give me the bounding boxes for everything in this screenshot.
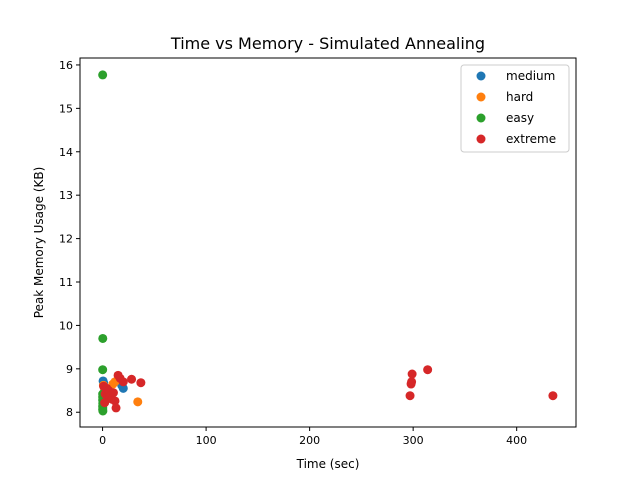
legend-box [460, 64, 570, 153]
data-point-easy [98, 70, 108, 80]
data-point-easy [98, 406, 108, 416]
data-point-extreme [405, 391, 415, 401]
y-tick-label: 15 [59, 102, 73, 115]
y-axis-label: Peak Memory Usage (KB) [32, 167, 46, 319]
y-tick-label: 9 [66, 363, 73, 376]
data-point-extreme [100, 398, 110, 408]
legend-label-hard: hard [506, 90, 533, 104]
points-layer [98, 70, 558, 416]
data-point-extreme [111, 403, 121, 413]
legend-label-easy: easy [506, 111, 534, 125]
x-tick-label: 0 [99, 434, 106, 447]
legend-label-extreme: extreme [506, 132, 556, 146]
x-tick-label: 200 [299, 434, 320, 447]
y-tick-label: 11 [59, 276, 73, 289]
legend-marker-medium [476, 71, 486, 81]
data-point-extreme [108, 388, 118, 398]
legend-label-medium: medium [506, 69, 555, 83]
legend-marker-hard [476, 92, 486, 102]
y-tick-label: 13 [59, 189, 73, 202]
data-point-medium [118, 383, 128, 393]
data-point-extreme [127, 374, 137, 384]
legend-marker-extreme [476, 134, 486, 144]
x-tick-label: 100 [196, 434, 217, 447]
x-tick-label: 300 [403, 434, 424, 447]
plot-frame [79, 57, 577, 428]
x-tick-label: 400 [506, 434, 527, 447]
data-point-extreme [118, 377, 128, 387]
data-point-extreme [407, 377, 417, 387]
y-tick-label: 14 [59, 146, 73, 159]
data-point-extreme [110, 396, 120, 406]
x-axis-label: Time (sec) [296, 457, 360, 471]
data-point-extreme [548, 391, 558, 401]
y-tick-label: 8 [66, 406, 73, 419]
chart-title: Time vs Memory - Simulated Annealing [170, 34, 485, 53]
y-tick-label: 16 [59, 59, 73, 72]
data-point-easy [98, 365, 108, 375]
data-point-extreme [407, 369, 417, 379]
ticks-layer: 0 100 200 300 400 8 9 10 11 12 13 14 15 16 [59, 59, 527, 447]
legend-marker-easy [476, 113, 486, 123]
data-point-extreme [423, 365, 433, 375]
data-point-extreme [136, 378, 146, 388]
legend: medium hard easy extreme [460, 64, 570, 153]
data-point-easy [98, 333, 108, 343]
y-tick-label: 10 [59, 319, 73, 332]
data-point-hard [133, 397, 143, 407]
y-tick-label: 12 [59, 233, 73, 246]
